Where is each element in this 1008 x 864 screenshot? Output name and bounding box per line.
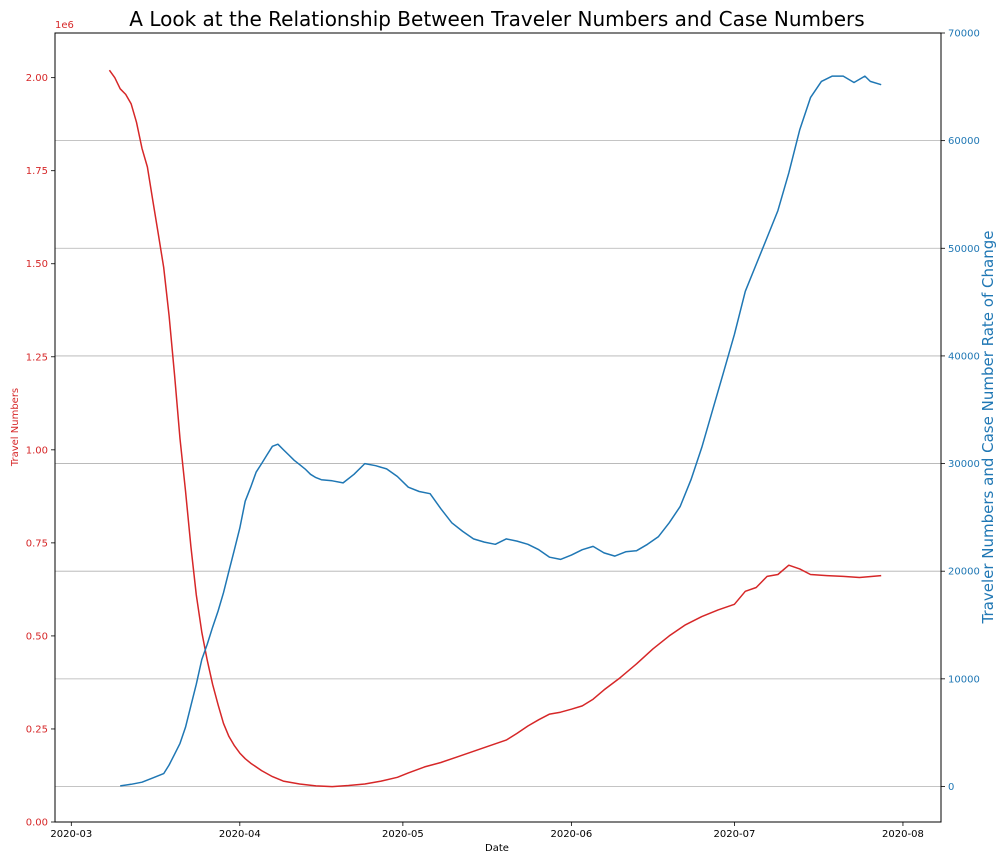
left-axis-offset-label: 1e6 xyxy=(55,20,74,31)
x-tick-label-2: 2020-05 xyxy=(382,829,424,840)
travel-numbers-line xyxy=(108,69,882,788)
x-tick-label-5: 2020-08 xyxy=(882,829,924,840)
x-tick-label-1: 2020-04 xyxy=(219,829,261,840)
right-axis-ticks: 0 10000 20000 30000 40000 50000 60000 70000 xyxy=(941,29,980,793)
left-tick-label-5: 1.25 xyxy=(26,352,48,363)
series-lines xyxy=(108,69,882,788)
right-tick-label-6: 60000 xyxy=(948,136,980,147)
left-axis-ticks: 0.00 0.25 0.50 0.75 1.00 1.25 1.50 1.75 2.00 xyxy=(26,73,55,829)
right-tick-label-7: 70000 xyxy=(948,29,980,40)
right-tick-label-4: 40000 xyxy=(948,351,980,362)
left-tick-label-2: 0.50 xyxy=(26,631,48,642)
right-tick-label-0: 0 xyxy=(948,782,954,793)
right-axis-label: Traveler Numbers and Case Number Rate of… xyxy=(979,231,997,625)
x-tick-label-4: 2020-07 xyxy=(714,829,756,840)
right-tick-label-1: 10000 xyxy=(948,674,980,685)
plot-frame xyxy=(54,32,942,823)
left-tick-label-6: 1.50 xyxy=(26,259,48,270)
left-axis-label: Travel Numbers xyxy=(10,388,21,467)
left-tick-label-1: 0.25 xyxy=(26,724,48,735)
left-tick-label-8: 2.00 xyxy=(26,73,48,84)
left-tick-label-0: 0.00 xyxy=(26,818,48,829)
gridlines xyxy=(55,32,941,787)
right-tick-label-3: 30000 xyxy=(948,459,980,470)
right-tick-label-5: 50000 xyxy=(948,244,980,255)
chart-title: A Look at the Relationship Between Trave… xyxy=(129,7,864,31)
x-tick-label-3: 2020-06 xyxy=(550,829,592,840)
left-tick-label-4: 1.00 xyxy=(26,445,48,456)
left-tick-label-7: 1.75 xyxy=(26,166,48,177)
x-axis-label: Date xyxy=(485,843,509,854)
x-axis-ticks: 2020-03 2020-04 2020-05 2020-06 2020-07 2020-… xyxy=(50,822,924,840)
left-tick-label-3: 0.75 xyxy=(26,538,48,549)
case-rate-line xyxy=(120,75,882,787)
x-tick-label-0: 2020-03 xyxy=(50,829,92,840)
right-tick-label-2: 20000 xyxy=(948,567,980,578)
